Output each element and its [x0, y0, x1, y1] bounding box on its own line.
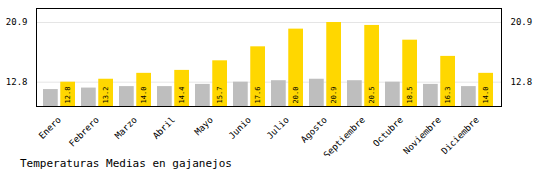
- svg-text:14.0: 14.0: [482, 87, 490, 104]
- svg-text:20.9: 20.9: [511, 17, 533, 27]
- svg-text:12.8: 12.8: [511, 77, 533, 87]
- svg-text:Julio: Julio: [265, 115, 291, 141]
- svg-text:20.9: 20.9: [330, 87, 338, 104]
- svg-text:12.8: 12.8: [6, 77, 28, 87]
- svg-text:15.7: 15.7: [216, 87, 224, 104]
- svg-text:Enero: Enero: [37, 115, 63, 141]
- svg-text:13.2: 13.2: [102, 87, 110, 104]
- svg-text:18.5: 18.5: [406, 87, 414, 104]
- svg-text:14.0: 14.0: [140, 87, 148, 104]
- svg-text:Agosto: Agosto: [299, 115, 329, 145]
- svg-text:16.3: 16.3: [444, 87, 452, 104]
- svg-text:Octubre: Octubre: [371, 115, 405, 149]
- html-text:Temperaturas Medias en gajanej: Temperaturas Medias en gajanejos: [20, 157, 232, 170]
- svg-text:20.5: 20.5: [368, 87, 376, 104]
- svg-text:Noviembre: Noviembre: [401, 115, 443, 156]
- svg-text:20.0: 20.0: [292, 87, 300, 104]
- svg-text:20.9: 20.9: [6, 17, 28, 27]
- svg-text:Diciembre: Diciembre: [439, 115, 481, 156]
- svg-text:Junio: Junio: [227, 115, 253, 141]
- svg-text:Abril: Abril: [151, 115, 177, 141]
- svg-text:Marzo: Marzo: [113, 115, 139, 141]
- svg-text:Febrero: Febrero: [67, 115, 101, 149]
- svg-text:17.6: 17.6: [254, 87, 262, 104]
- svg-text:Septiembre: Septiembre: [322, 115, 367, 156]
- svg-text:14.4: 14.4: [178, 87, 186, 104]
- svg-text:12.8: 12.8: [64, 87, 72, 104]
- svg-text:Mayo: Mayo: [193, 115, 215, 137]
